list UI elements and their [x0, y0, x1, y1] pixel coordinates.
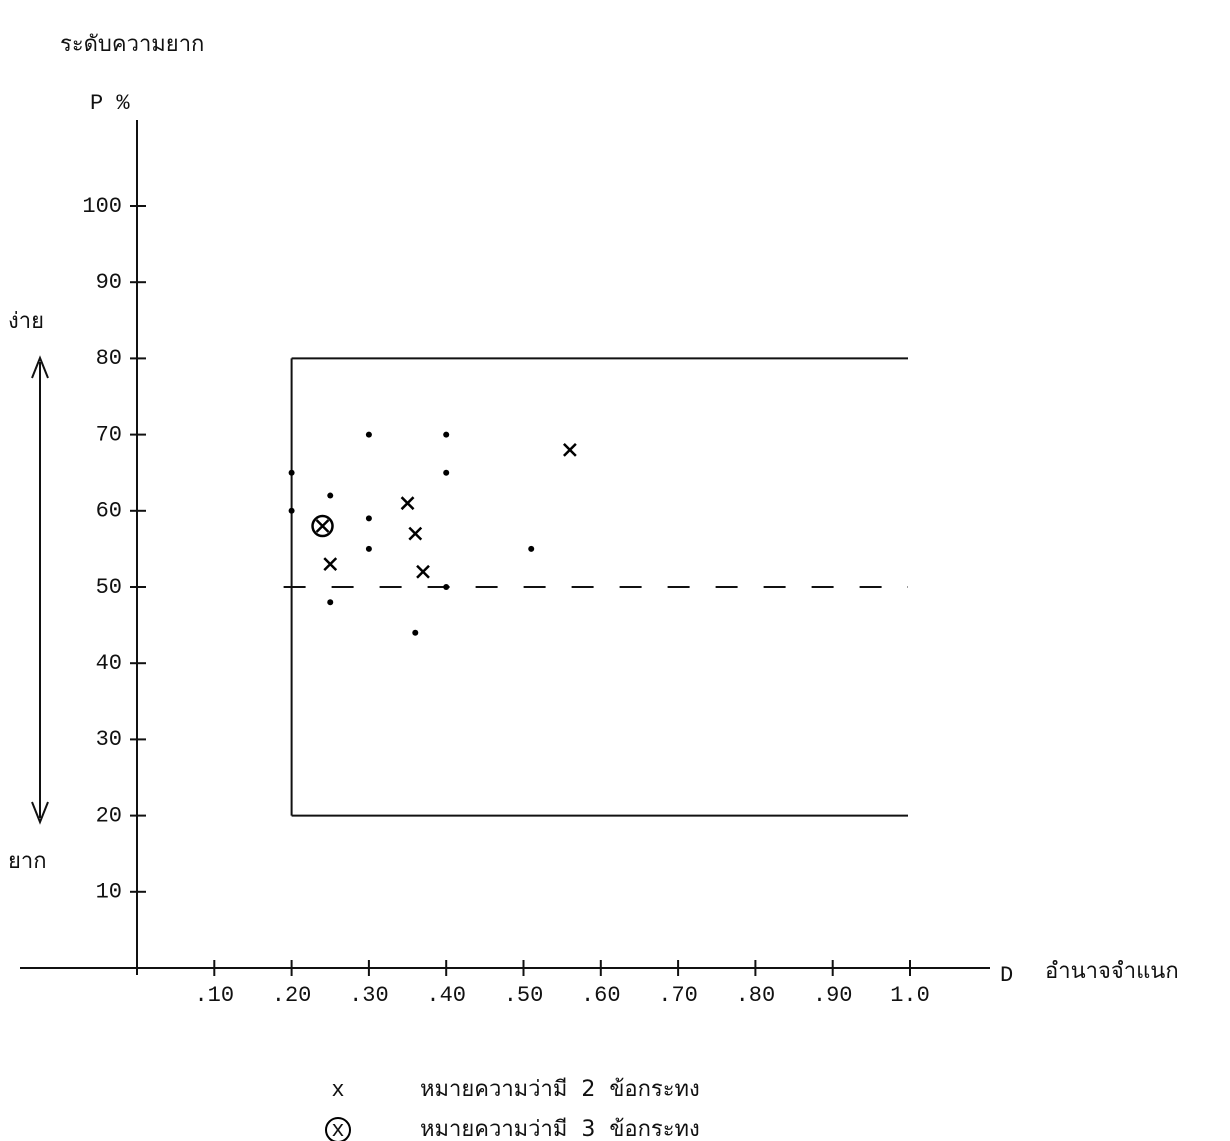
side-label-bottom: ยาก: [8, 849, 47, 874]
data-point: [288, 507, 295, 514]
data-point: [365, 545, 372, 552]
x-tick-label: .40: [426, 983, 466, 1008]
y-tick-label: 80: [96, 346, 122, 371]
data-point: [327, 599, 334, 606]
y-tick-label: 10: [96, 880, 122, 905]
x-marker: [400, 496, 415, 511]
data-point: [416, 564, 430, 579]
y-tick-label: 60: [96, 499, 122, 524]
data-point: [400, 496, 415, 511]
x-tick-label: .10: [194, 983, 234, 1008]
legend-item: x หมายความว่ามี 3 ข้อกระทง: [325, 1117, 700, 1141]
side-label-top: ง่าย: [8, 309, 44, 334]
arrow-head: [31, 801, 49, 825]
data-point: [408, 526, 423, 541]
legend-circle: [325, 1117, 351, 1141]
data-point: [288, 469, 295, 476]
y-tick-label: 50: [96, 575, 122, 600]
y-tick-label: 20: [96, 803, 122, 828]
arrow-head: [31, 355, 49, 379]
data-point: [365, 515, 372, 522]
x-marker: [562, 442, 577, 457]
y-tick-label: 100: [82, 194, 122, 219]
data-point: [443, 431, 450, 438]
y-tick-label: 70: [96, 422, 122, 447]
x-tick-label: .60: [581, 983, 621, 1008]
x-axis-symbol: D: [1000, 963, 1013, 988]
x-tick-label: .80: [736, 983, 776, 1008]
legend-label: หมายความว่ามี 2 ข้อกระทง: [420, 1077, 700, 1102]
data-point: [412, 629, 419, 636]
x-marker: [416, 564, 430, 579]
x-axis-label: อำนาจจำแนก: [1045, 959, 1179, 984]
legend-item: x หมายความว่ามี 2 ข้อกระทง: [331, 1077, 699, 1103]
data-point: [528, 545, 535, 552]
y-tick-label: 30: [96, 727, 122, 752]
legend-label: หมายความว่ามี 3 ข้อกระทง: [420, 1117, 700, 1141]
y-tick-label: 90: [96, 270, 122, 295]
x-tick-label: .90: [813, 983, 853, 1008]
x-tick-label: .20: [272, 983, 312, 1008]
x-marker: [408, 526, 423, 541]
x-tick-label: 1.0: [890, 983, 930, 1008]
data-point: [365, 431, 372, 438]
legend-symbol: x: [331, 1118, 344, 1141]
data-point: [323, 557, 338, 572]
x-marker: [315, 519, 330, 533]
data-point: [443, 469, 450, 476]
x-marker: [323, 557, 338, 572]
x-tick-label: .50: [504, 983, 544, 1008]
x-tick-label: .70: [658, 983, 698, 1008]
data-point: [327, 492, 334, 499]
data-point: [443, 584, 450, 590]
chart-title: ระดับความยาก: [60, 32, 204, 57]
y-tick-label: 40: [96, 651, 122, 676]
x-tick-label: .30: [349, 983, 389, 1008]
data-point: [311, 514, 334, 538]
data-point: [562, 442, 577, 457]
y-axis-label: P %: [90, 91, 130, 116]
side-arrow: [31, 355, 49, 825]
marker-circle: [311, 514, 334, 538]
legend-symbol: x: [331, 1078, 344, 1103]
